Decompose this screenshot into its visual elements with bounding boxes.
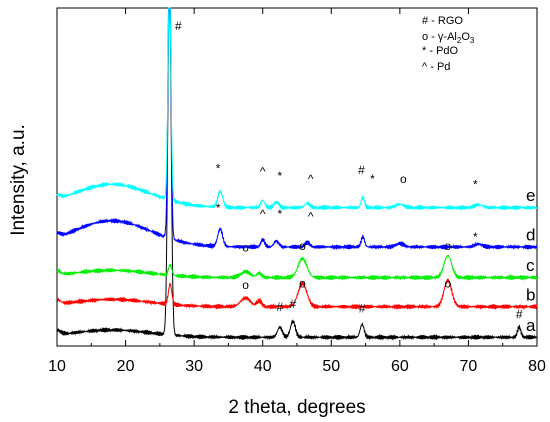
phase-marker: *: [370, 172, 375, 186]
phase-marker: ^: [260, 207, 266, 221]
phase-marker: ^: [260, 165, 266, 179]
phase-marker: o: [299, 277, 306, 291]
curve-label-d: d: [526, 226, 535, 245]
x-tick-label: 20: [117, 358, 135, 375]
legend: # - RGO o - γ-Al2O3 * - PdO ^ - Pd: [422, 15, 475, 73]
x-axis: 10 20 30 40 50 60 70 80: [48, 8, 546, 375]
legend-entry-pdo: * - PdO: [422, 45, 459, 57]
phase-marker: *: [216, 201, 221, 215]
phase-marker: *: [278, 169, 283, 183]
curve-label-b: b: [526, 285, 535, 304]
legend-entry-pd: ^ - Pd: [422, 61, 450, 73]
phase-marker: o: [400, 172, 407, 186]
phase-marker: o: [242, 278, 249, 292]
phase-marker: *: [473, 178, 478, 192]
series-line-a: [56, 7, 538, 341]
series-line-e: [56, 7, 538, 211]
x-tick-label: 40: [254, 358, 272, 375]
x-tick-label: 30: [185, 358, 203, 375]
annotation-layer: ## # # #o o oo o o* ^ * ^** ^ * ^#* o *: [175, 19, 523, 321]
phase-marker: o: [445, 277, 452, 291]
series-line-b: [56, 277, 538, 311]
phase-marker: #: [290, 297, 297, 311]
x-tick-label: 60: [391, 358, 409, 375]
x-tick-label: 50: [322, 358, 340, 375]
series-line-c: [56, 254, 538, 282]
phase-marker: *: [278, 207, 283, 221]
phase-marker: ^: [308, 210, 314, 224]
legend-entry-alumina: o - γ-Al2O3: [422, 31, 475, 45]
phase-marker: #: [358, 163, 365, 177]
x-tick-label: 70: [460, 358, 478, 375]
x-axis-title: 2 theta, degrees: [228, 397, 365, 418]
phase-marker: #: [516, 307, 523, 321]
phase-marker: o: [242, 240, 249, 254]
series-line-d: [56, 7, 538, 251]
phase-marker: o: [299, 239, 306, 253]
phase-marker: #: [359, 301, 366, 315]
curve-label-e: e: [526, 186, 535, 205]
phase-marker: *: [216, 162, 221, 176]
x-tick-label: 80: [528, 358, 546, 375]
series-layer: [56, 7, 538, 341]
x-tick-label: 10: [48, 358, 66, 375]
phase-marker: #: [175, 19, 182, 33]
y-axis-title: Intensity, a.u.: [8, 124, 29, 236]
curve-label-a: a: [526, 316, 536, 335]
legend-entry-rgo: # - RGO: [422, 15, 463, 27]
curve-label-c: c: [526, 256, 535, 275]
phase-marker: ^: [308, 172, 314, 186]
phase-marker: #: [277, 300, 284, 314]
phase-marker: o: [445, 239, 452, 253]
phase-marker: *: [473, 230, 478, 244]
